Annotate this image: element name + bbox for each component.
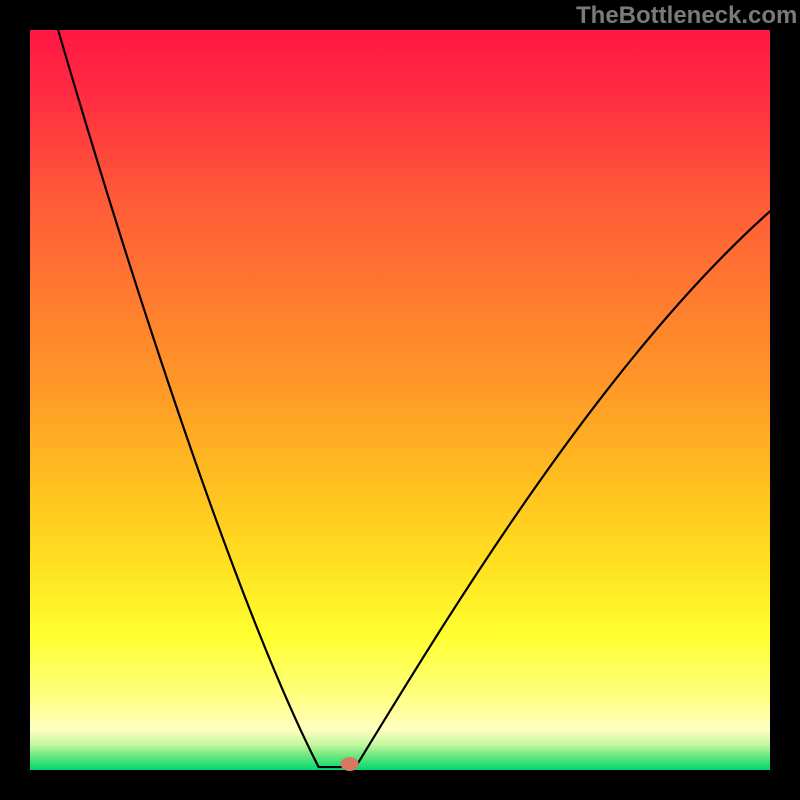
optimum-marker (341, 757, 359, 771)
bottleneck-chart (0, 0, 800, 800)
watermark-text: TheBottleneck.com (576, 2, 797, 30)
plot-background (30, 30, 770, 770)
